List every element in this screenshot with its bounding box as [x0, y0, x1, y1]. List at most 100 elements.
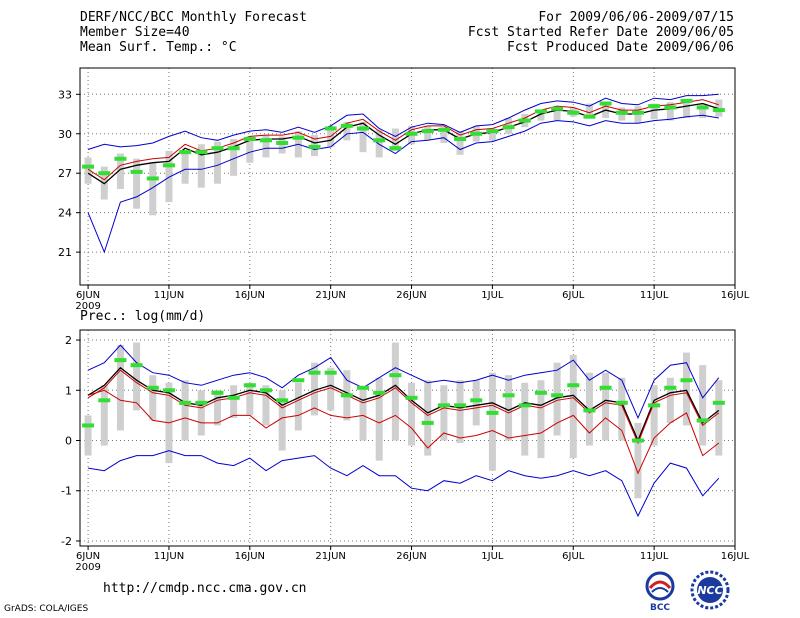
temp-spread-box — [84, 157, 92, 184]
precip-spread-box — [116, 345, 124, 431]
temp-obs-marker — [195, 150, 208, 155]
header-right: For 2009/06/06-2009/07/15 Fcst Started Re… — [468, 10, 734, 55]
temp-series-line — [87, 93, 719, 150]
temp-spread-box — [181, 153, 189, 184]
precip-obs-marker — [502, 393, 515, 398]
temp-spread-box — [375, 129, 383, 158]
temp-obs-marker — [114, 156, 127, 161]
precip-ytick-label: -1 — [61, 485, 72, 498]
temp-obs-marker — [340, 123, 353, 128]
forecast-period: For 2009/06/06-2009/07/15 — [538, 10, 734, 25]
temp-obs-marker — [470, 131, 483, 136]
temp-obs-marker — [259, 138, 272, 143]
temp-spread-box — [666, 102, 674, 121]
source-url[interactable]: http://cmdp.ncc.cma.gov.cn — [103, 581, 307, 596]
precip-obs-marker — [680, 378, 693, 383]
temp-obs-marker — [292, 135, 305, 140]
precip-obs-marker — [518, 403, 531, 408]
temp-ytick-label: 30 — [58, 128, 72, 141]
forecast-title: DERF/NCC/BCC Monthly Forecast — [80, 10, 307, 25]
temp-obs-marker — [631, 110, 644, 115]
temp-obs-marker — [421, 129, 434, 134]
temp-ytick-label: 33 — [58, 88, 72, 101]
precip-obs-marker — [648, 403, 661, 408]
precip-spread-box — [408, 382, 416, 446]
temp-obs-marker — [276, 140, 289, 145]
precip-spread-box — [149, 375, 157, 421]
header-left: DERF/NCC/BCC Monthly Forecast Member Size… — [80, 10, 307, 55]
precip-obs-marker — [98, 398, 111, 403]
temp-year-label: 2009 — [75, 301, 100, 312]
precip-spread-box — [246, 382, 254, 416]
precip-spread-box — [715, 380, 723, 456]
precip-obs-marker — [373, 390, 386, 395]
ncc-logo-icon: NCC — [690, 570, 730, 610]
precip-spread-box — [440, 385, 448, 441]
precip-obs-marker — [712, 400, 725, 405]
temp-spread-box — [165, 150, 173, 203]
precip-spread-box — [327, 367, 335, 411]
precip-ytick-label: 2 — [65, 334, 72, 347]
produced-date: Fcst Produced Date 2009/06/06 — [507, 40, 734, 55]
temp-series-line — [87, 102, 720, 185]
variable-label: Mean Surf. Temp.: °C — [80, 40, 237, 55]
precip-xtick-label: 11JUN — [154, 551, 184, 562]
precip-spread-box — [682, 352, 690, 426]
temp-spread-box — [391, 128, 399, 151]
temp-series-line — [87, 114, 719, 254]
temp-spread-box — [133, 158, 141, 209]
precip-series-line — [87, 389, 720, 475]
precip-spread-box — [456, 380, 464, 444]
temp-obs-marker — [437, 127, 450, 132]
temp-xtick-label: 11JUN — [154, 290, 184, 301]
temp-spread-box — [585, 103, 593, 118]
temp-obs-marker — [146, 176, 159, 181]
precip-spread-box — [472, 380, 480, 426]
precip-spread-box — [133, 342, 141, 411]
temp-xtick-label: 16JUN — [235, 290, 265, 301]
precip-obs-marker — [486, 410, 499, 415]
precip-obs-marker — [114, 358, 127, 363]
precip-obs-marker — [551, 393, 564, 398]
temp-xtick-label: 11JUL — [640, 290, 669, 301]
temp-obs-marker — [551, 106, 564, 111]
temp-xtick-label: 6JUN — [76, 290, 100, 301]
precip-obs-marker — [567, 383, 580, 388]
temp-obs-marker — [82, 164, 95, 169]
refer-date: Fcst Started Refer Date 2009/06/05 — [467, 25, 734, 40]
precip-obs-marker — [615, 400, 628, 405]
temp-obs-marker — [712, 108, 725, 113]
temp-obs-marker — [308, 144, 321, 149]
precip-spread-box — [262, 385, 270, 426]
precip-xtick-label: 6JUN — [76, 551, 100, 562]
precip-spread-box — [100, 385, 108, 446]
temp-obs-marker — [696, 105, 709, 110]
precip-obs-marker — [179, 400, 192, 405]
precip-obs-marker — [227, 395, 240, 400]
temp-obs-marker — [567, 110, 580, 115]
precip-obs-marker — [82, 423, 95, 428]
precip-series-line — [88, 450, 720, 518]
temp-plot-frame — [79, 67, 736, 286]
precip-spread-box — [181, 380, 189, 441]
temp-ytick-label: 27 — [58, 167, 72, 180]
precip-spread-box — [634, 422, 642, 499]
precip-series-line — [87, 366, 720, 443]
precip-spread-box — [294, 382, 302, 431]
temp-spread-box — [213, 141, 221, 184]
precip-xtick-label: 16JUL — [721, 551, 750, 562]
grads-credit: GrADS: COLA/IGES — [4, 604, 89, 614]
precip-obs-marker — [454, 403, 467, 408]
precip-spread-box — [375, 377, 383, 461]
temp-obs-marker — [98, 171, 111, 176]
temp-spread-box — [650, 103, 658, 120]
temp-xtick-label: 6JUL — [562, 290, 585, 301]
temp-obs-marker — [389, 146, 402, 151]
temp-xtick-label: 1JUL — [481, 290, 504, 301]
temp-obs-marker — [615, 110, 628, 115]
precip-xtick-label: 16JUN — [235, 551, 265, 562]
precip-obs-marker — [130, 363, 143, 368]
temp-spread-box — [359, 121, 367, 153]
temp-ytick-label: 21 — [58, 246, 72, 259]
precip-spread-box — [230, 385, 238, 418]
